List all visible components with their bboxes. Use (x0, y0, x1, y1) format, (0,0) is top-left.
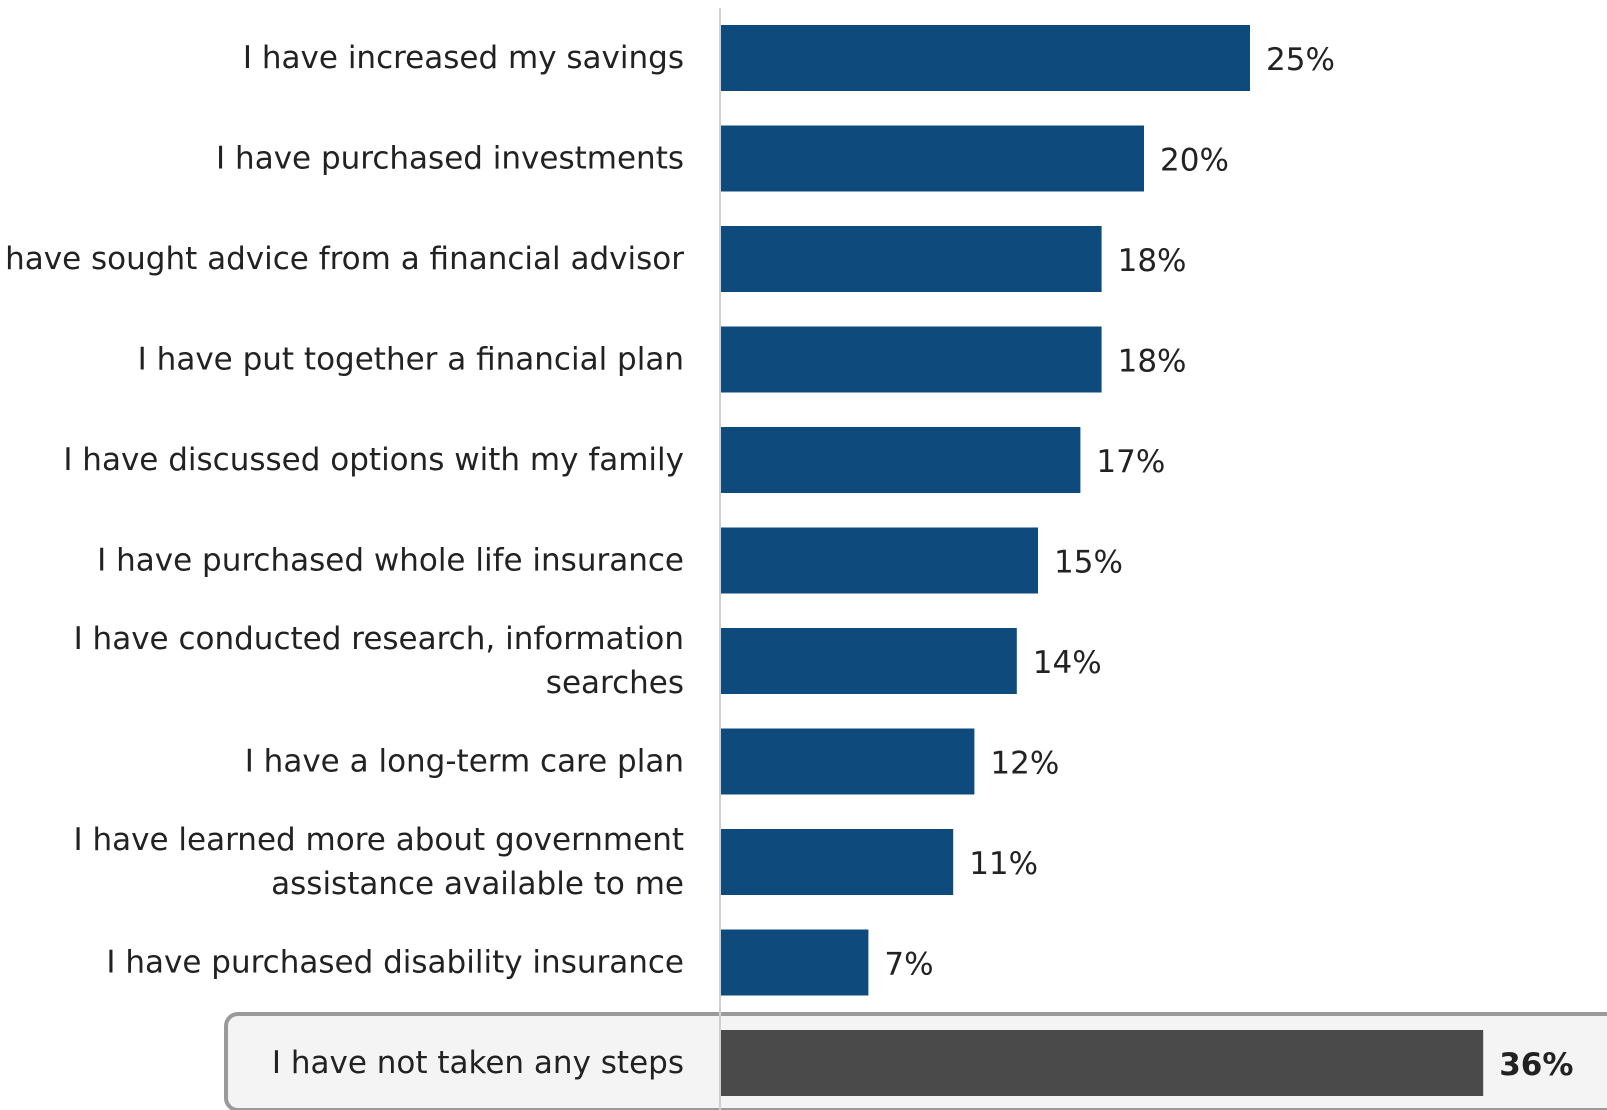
bar (720, 527, 1038, 594)
bar-row: I have sought advice from a financial ad… (0, 226, 1187, 292)
category-label: I have a long-term care plan (245, 744, 684, 780)
bar-row: I have not taken any steps 36% (272, 1030, 1573, 1096)
category-label: searches (546, 665, 684, 701)
value-label: 17% (1096, 444, 1165, 480)
category-label: I have purchased whole life insurance (97, 543, 684, 579)
value-label: 20% (1160, 143, 1229, 179)
bar (720, 427, 1081, 493)
category-label: I have learned more about government (74, 822, 684, 858)
value-label: 7% (884, 947, 933, 983)
bar-row: I have increased my savings 25% (243, 25, 1335, 91)
bar-highlight (720, 1030, 1484, 1096)
category-label: I have discussed options with my family (63, 442, 684, 478)
value-label: 18% (1118, 344, 1187, 380)
bar (720, 929, 869, 996)
bar-row: I have conducted research, information se… (74, 621, 1102, 701)
bar-row: I have put together a financial plan 18% (138, 326, 1187, 393)
bar-row: I have discussed options with my family 1… (63, 427, 1165, 493)
value-label: 25% (1266, 42, 1335, 78)
category-label: I have conducted research, information (74, 621, 684, 657)
bar-row: I have purchased disability insurance 7% (106, 929, 934, 996)
value-label: 18% (1118, 243, 1187, 279)
bar (720, 326, 1102, 393)
category-label: I have not taken any steps (272, 1045, 684, 1081)
category-label: I have put together a financial plan (138, 342, 684, 378)
value-label: 12% (990, 746, 1059, 782)
bar (720, 125, 1144, 192)
bar (720, 25, 1250, 91)
category-label: I have sought advice from a financial ad… (0, 241, 684, 277)
category-label: I have increased my savings (243, 40, 684, 76)
bar (720, 728, 975, 795)
category-label: I have purchased disability insurance (106, 945, 684, 981)
bar (720, 226, 1102, 292)
bar-row: I have purchased whole life insurance 15% (97, 527, 1123, 594)
value-label: 36% (1499, 1047, 1573, 1083)
value-label: 15% (1054, 545, 1123, 581)
category-label: I have purchased investments (216, 141, 684, 177)
bar (720, 628, 1017, 694)
category-label: assistance available to me (271, 866, 684, 902)
bar (720, 829, 954, 895)
value-label: 11% (969, 846, 1038, 882)
bar-row: I have purchased investments 20% (216, 125, 1229, 192)
bars-layer: I have increased my savings 25% I have pur… (0, 25, 1573, 1096)
bar-row: I have learned more about government assi… (74, 822, 1039, 902)
value-label: 14% (1033, 645, 1102, 681)
bar-row: I have a long-term care plan 12% (245, 728, 1059, 795)
